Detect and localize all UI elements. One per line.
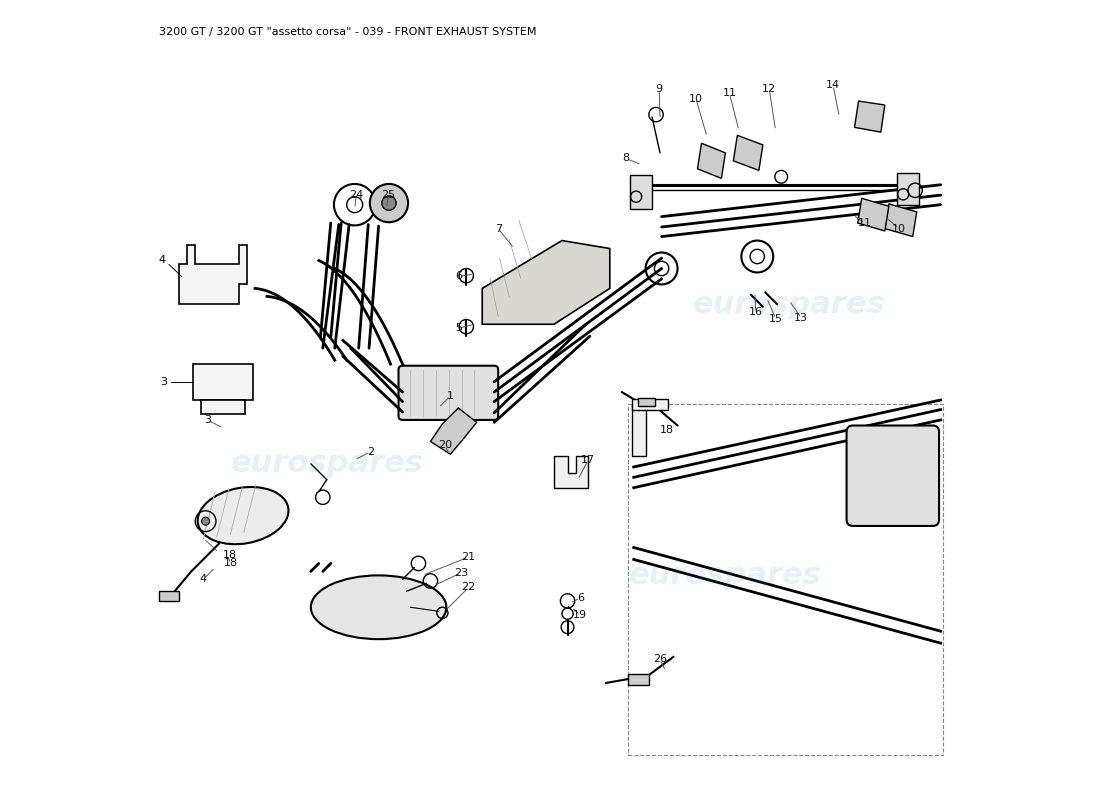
Polygon shape	[554, 456, 588, 488]
Text: 4: 4	[158, 255, 165, 266]
Text: 3200 GT / 3200 GT "assetto corsa" - 039 - FRONT EXHAUST SYSTEM: 3200 GT / 3200 GT "assetto corsa" - 039 …	[160, 27, 537, 37]
Text: 16: 16	[749, 307, 762, 318]
Polygon shape	[179, 245, 248, 304]
Text: 24: 24	[349, 190, 363, 200]
FancyBboxPatch shape	[398, 366, 498, 420]
Text: 15: 15	[769, 314, 782, 324]
Text: 18: 18	[660, 426, 674, 435]
Text: 11: 11	[723, 88, 736, 98]
Ellipse shape	[198, 487, 288, 544]
Bar	[896, 173, 920, 205]
Bar	[628, 674, 649, 685]
Ellipse shape	[311, 575, 447, 639]
Bar	[632, 404, 647, 456]
Text: 22: 22	[462, 582, 476, 592]
FancyBboxPatch shape	[847, 426, 939, 526]
Text: 21: 21	[462, 552, 475, 562]
Polygon shape	[855, 101, 884, 132]
Text: eurospares: eurospares	[693, 290, 886, 319]
Circle shape	[382, 196, 396, 210]
Bar	[632, 399, 668, 410]
Text: 12: 12	[762, 84, 777, 94]
Text: 1: 1	[447, 391, 454, 401]
Text: 18: 18	[224, 558, 239, 569]
Text: 8: 8	[623, 154, 629, 163]
Text: 19: 19	[573, 610, 587, 620]
Text: 5: 5	[454, 323, 462, 334]
Text: 3: 3	[204, 415, 211, 425]
Text: 11: 11	[858, 218, 872, 228]
Text: 13: 13	[794, 313, 808, 323]
Polygon shape	[858, 198, 889, 231]
Text: 26: 26	[653, 654, 667, 664]
Text: 9: 9	[656, 84, 663, 94]
Bar	[192, 364, 253, 400]
Polygon shape	[734, 135, 763, 170]
Text: eurospares: eurospares	[230, 450, 424, 478]
Circle shape	[370, 184, 408, 222]
Text: 10: 10	[892, 223, 906, 234]
Circle shape	[201, 517, 210, 525]
Text: 6: 6	[576, 593, 584, 602]
Polygon shape	[884, 204, 916, 237]
Polygon shape	[697, 143, 725, 178]
Polygon shape	[430, 408, 476, 454]
Bar	[629, 175, 652, 209]
Text: 4: 4	[199, 574, 207, 584]
Text: 23: 23	[453, 568, 468, 578]
Text: 14: 14	[826, 80, 840, 90]
Text: 18: 18	[222, 550, 236, 560]
Text: eurospares: eurospares	[629, 561, 822, 590]
Bar	[628, 404, 943, 754]
Bar	[638, 398, 656, 406]
Text: 25: 25	[381, 190, 395, 200]
Bar	[201, 400, 244, 414]
Text: 17: 17	[581, 454, 595, 465]
Text: 2: 2	[367, 447, 374, 457]
Bar	[160, 591, 179, 601]
Text: 10: 10	[689, 94, 703, 104]
Text: 7: 7	[495, 223, 502, 234]
Text: 3: 3	[161, 378, 167, 387]
Text: 20: 20	[438, 441, 452, 450]
Polygon shape	[482, 241, 609, 324]
Text: 6: 6	[454, 271, 462, 282]
